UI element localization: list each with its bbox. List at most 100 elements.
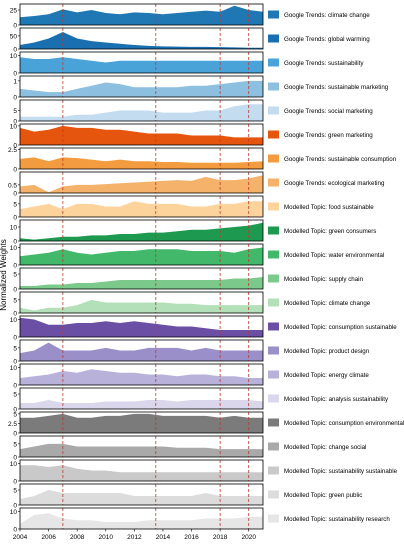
y-tick-label: 0 bbox=[13, 191, 17, 198]
series-area bbox=[20, 513, 263, 529]
panel-1: 0 25 Google Trends: climate change bbox=[10, 3, 370, 30]
legend-label: Modelled Topic: change social bbox=[284, 444, 366, 451]
panel-frame bbox=[19, 195, 264, 218]
panel-frame bbox=[19, 267, 264, 290]
panel-19: 0 5 Modelled Topic: change social bbox=[13, 435, 366, 462]
panel-16: 0 10 Modelled Topic: energy climate bbox=[10, 363, 369, 390]
x-tick-label: 2006 bbox=[41, 534, 56, 541]
panel-17: 0 5 Modelled Topic: analysis sustainabilit… bbox=[13, 387, 389, 414]
y-tick-label: 5 bbox=[13, 411, 17, 418]
y-tick-label: 10 bbox=[10, 365, 18, 372]
y-tick-label: 0 bbox=[13, 95, 17, 102]
series-area bbox=[20, 175, 263, 193]
legend-swatch bbox=[268, 298, 279, 307]
legend-label: Google Trends: green marketing bbox=[284, 132, 373, 139]
legend-label: Modelled Topic: supply chain bbox=[284, 276, 364, 283]
panel-13: 0 5 Modelled Topic: climate change bbox=[13, 291, 371, 318]
x-tick-label: 2012 bbox=[127, 534, 142, 541]
panel-21: 0 5 Modelled Topic: green public bbox=[13, 483, 362, 510]
y-tick-label: 0 bbox=[13, 407, 17, 414]
legend-swatch bbox=[268, 202, 279, 211]
series-area bbox=[20, 31, 263, 49]
legend-swatch bbox=[268, 274, 279, 283]
y-tick-label: 50 bbox=[10, 33, 18, 40]
y-tick-label: 10 bbox=[10, 245, 18, 252]
legend-swatch bbox=[268, 394, 279, 403]
y-tick-label: 10 bbox=[10, 461, 18, 468]
legend-swatch bbox=[268, 130, 279, 139]
legend-label: Modelled Topic: sustainability sustainab… bbox=[284, 468, 398, 475]
y-tick-label: 0 bbox=[13, 167, 17, 174]
legend-label: Google Trends: sustainable consumption bbox=[284, 156, 397, 163]
legend-swatch bbox=[268, 370, 279, 379]
legend-swatch bbox=[268, 34, 279, 43]
panel-frame bbox=[19, 147, 264, 170]
series-area bbox=[20, 299, 263, 313]
panel-7: 0 2.5 Google Trends: sustainable consumpti… bbox=[8, 147, 397, 173]
series-area bbox=[20, 104, 263, 121]
series-area bbox=[20, 443, 263, 457]
series-area bbox=[20, 490, 263, 505]
y-tick-label: 10 bbox=[10, 123, 18, 130]
y-tick-label: 0 bbox=[13, 359, 17, 366]
legend-label: Google Trends: sustainability bbox=[284, 60, 364, 67]
y-tick-label: 0 bbox=[13, 47, 17, 54]
panel-frame bbox=[19, 219, 264, 242]
series-area bbox=[20, 413, 263, 433]
panel-2: 0 50 Google Trends: global warming bbox=[10, 27, 370, 54]
y-tick-label: 5 bbox=[13, 345, 17, 352]
y-tick-label: 5 bbox=[13, 441, 17, 448]
y-tick-label: 0 bbox=[13, 215, 17, 222]
legend-swatch bbox=[268, 346, 279, 355]
series-area bbox=[20, 157, 263, 169]
panel-frame bbox=[19, 315, 264, 338]
legend-label: Modelled Topic: water environmental bbox=[284, 252, 384, 259]
legend-label: Modelled Topic: food sustainable bbox=[284, 204, 374, 211]
y-tick-label: 5 bbox=[13, 108, 17, 115]
legend-label: Modelled Topic: energy climate bbox=[284, 372, 369, 379]
y-tick-label: 10 bbox=[10, 317, 18, 324]
series-area bbox=[20, 222, 263, 241]
panel-6: 0 10 Google Trends: green marketing bbox=[10, 123, 374, 149]
legend-swatch bbox=[268, 442, 279, 451]
panel-frame bbox=[19, 291, 264, 314]
y-tick-label: 0 bbox=[13, 431, 17, 438]
panel-22: 0 10 Modelled Topic: sustainability resear… bbox=[10, 507, 390, 534]
x-tick-label: 2008 bbox=[70, 534, 85, 541]
panel-11: 0 10 Modelled Topic: water environmental bbox=[10, 243, 384, 270]
panel-frame bbox=[19, 435, 264, 458]
y-tick-label: 5 bbox=[13, 488, 17, 495]
y-tick-label: 0 bbox=[13, 263, 17, 270]
y-tick-label: 5 bbox=[13, 201, 17, 208]
y-tick-label: 0 bbox=[13, 311, 17, 318]
legend-swatch bbox=[268, 178, 279, 187]
x-tick-label: 2014 bbox=[156, 534, 171, 541]
series-area bbox=[20, 201, 263, 217]
legend-label: Google Trends: sustainable marketing bbox=[284, 84, 389, 91]
series-area bbox=[20, 400, 263, 409]
legend-swatch bbox=[268, 10, 279, 19]
legend-label: Modelled Topic: green public bbox=[284, 492, 362, 499]
y-axis-label: Normalized Weights bbox=[0, 239, 8, 310]
y-tick-label: 10 bbox=[10, 509, 18, 516]
legend-swatch bbox=[268, 322, 279, 331]
y-tick-label: 0 bbox=[13, 71, 17, 78]
y-tick-label: 0 bbox=[13, 479, 17, 486]
panel-3: 0 10 Google Trends: sustainability bbox=[10, 51, 364, 78]
legend-swatch bbox=[268, 490, 279, 499]
x-tick-label: 2010 bbox=[99, 534, 114, 541]
legend-label: Google Trends: global warming bbox=[284, 36, 370, 43]
y-tick-label: 0 bbox=[13, 503, 17, 510]
y-tick-label: 0.5 bbox=[8, 182, 17, 189]
y-tick-label: 10 bbox=[10, 53, 18, 60]
panel-frame bbox=[19, 123, 264, 146]
panel-frame bbox=[19, 483, 264, 506]
y-tick-label: 0 bbox=[13, 335, 17, 342]
legend-swatch bbox=[268, 250, 279, 259]
panel-frame bbox=[19, 387, 264, 410]
panel-frame bbox=[19, 459, 264, 482]
legend-swatch bbox=[268, 82, 279, 91]
x-tick-label: 2016 bbox=[184, 534, 199, 541]
series-area bbox=[20, 317, 263, 337]
x-tick-label: 2018 bbox=[213, 534, 228, 541]
